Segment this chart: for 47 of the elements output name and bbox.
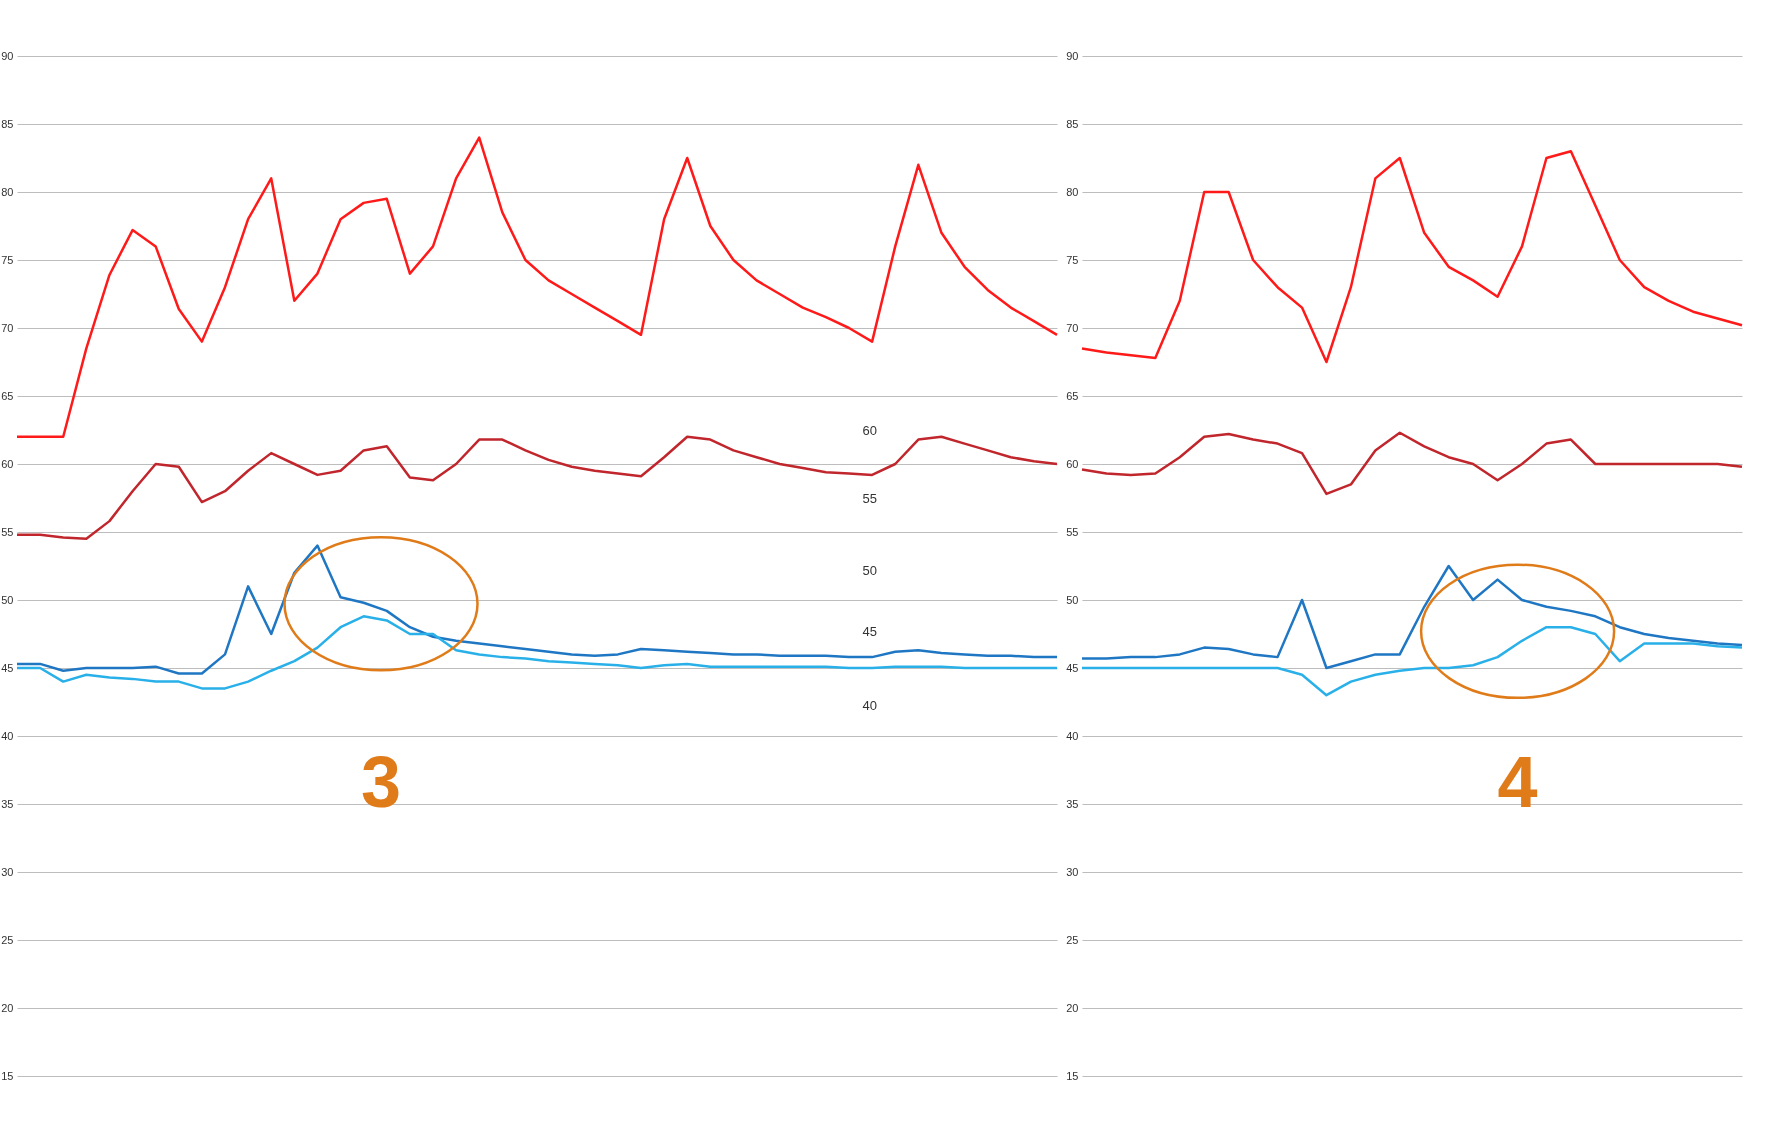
- y-tick-label: 45: [1, 661, 14, 674]
- y-tick-label: 80: [1066, 185, 1079, 198]
- line-series: [15, 544, 1059, 675]
- y-tick-label: 35: [1, 797, 14, 810]
- y-tick-label: 85: [1, 117, 14, 130]
- line-series: [15, 136, 1059, 439]
- y-tick-label: 45: [1066, 661, 1079, 674]
- annotation: 55: [862, 491, 878, 506]
- line-series: [1080, 431, 1744, 496]
- y-tick-label: 40: [1066, 729, 1079, 742]
- y-tick-label: 60: [1, 457, 14, 470]
- y-tick-label: 65: [1066, 389, 1079, 402]
- annotation: 4: [1497, 742, 1538, 823]
- y-tick-label: 30: [1, 865, 14, 878]
- y-tick-label: 35: [1066, 797, 1079, 810]
- y-tick-label: 55: [1, 525, 14, 538]
- y-tick-label: 55: [1066, 525, 1079, 538]
- y-tick-label: 65: [1, 389, 14, 402]
- y-tick-label: 70: [1066, 321, 1079, 334]
- line-series: [1080, 149, 1744, 364]
- y-tick-label: 80: [1, 185, 14, 198]
- line-series: [15, 435, 1059, 541]
- annotation: 3: [360, 742, 402, 823]
- y-tick-label: 30: [1066, 865, 1079, 878]
- y-tick-label: 75: [1066, 253, 1079, 266]
- line-series: [1080, 564, 1744, 670]
- y-tick-label: 90: [1, 49, 14, 62]
- line-series: [1080, 625, 1744, 697]
- y-tick-label: 70: [1, 321, 14, 334]
- line-series: [15, 615, 1059, 690]
- annotation: 50: [862, 563, 878, 578]
- y-tick-label: 20: [1066, 1001, 1079, 1014]
- y-tick-label: 25: [1066, 933, 1079, 946]
- annotation: 45: [862, 624, 878, 639]
- y-tick-label: 50: [1066, 593, 1079, 606]
- y-tick-label: 75: [1, 253, 14, 266]
- y-tick-label: 90: [1066, 49, 1079, 62]
- y-tick-label: 20: [1, 1001, 14, 1014]
- y-tick-label: 25: [1, 933, 14, 946]
- y-tick-label: 15: [1, 1069, 14, 1082]
- y-tick-label: 40: [1, 729, 14, 742]
- y-tick-label: 15: [1066, 1069, 1079, 1082]
- annotation: 40: [862, 698, 878, 713]
- y-tick-label: 50: [1, 593, 14, 606]
- annotation: 60: [862, 423, 878, 438]
- y-tick-label: 85: [1066, 117, 1079, 130]
- y-tick-label: 60: [1066, 457, 1079, 470]
